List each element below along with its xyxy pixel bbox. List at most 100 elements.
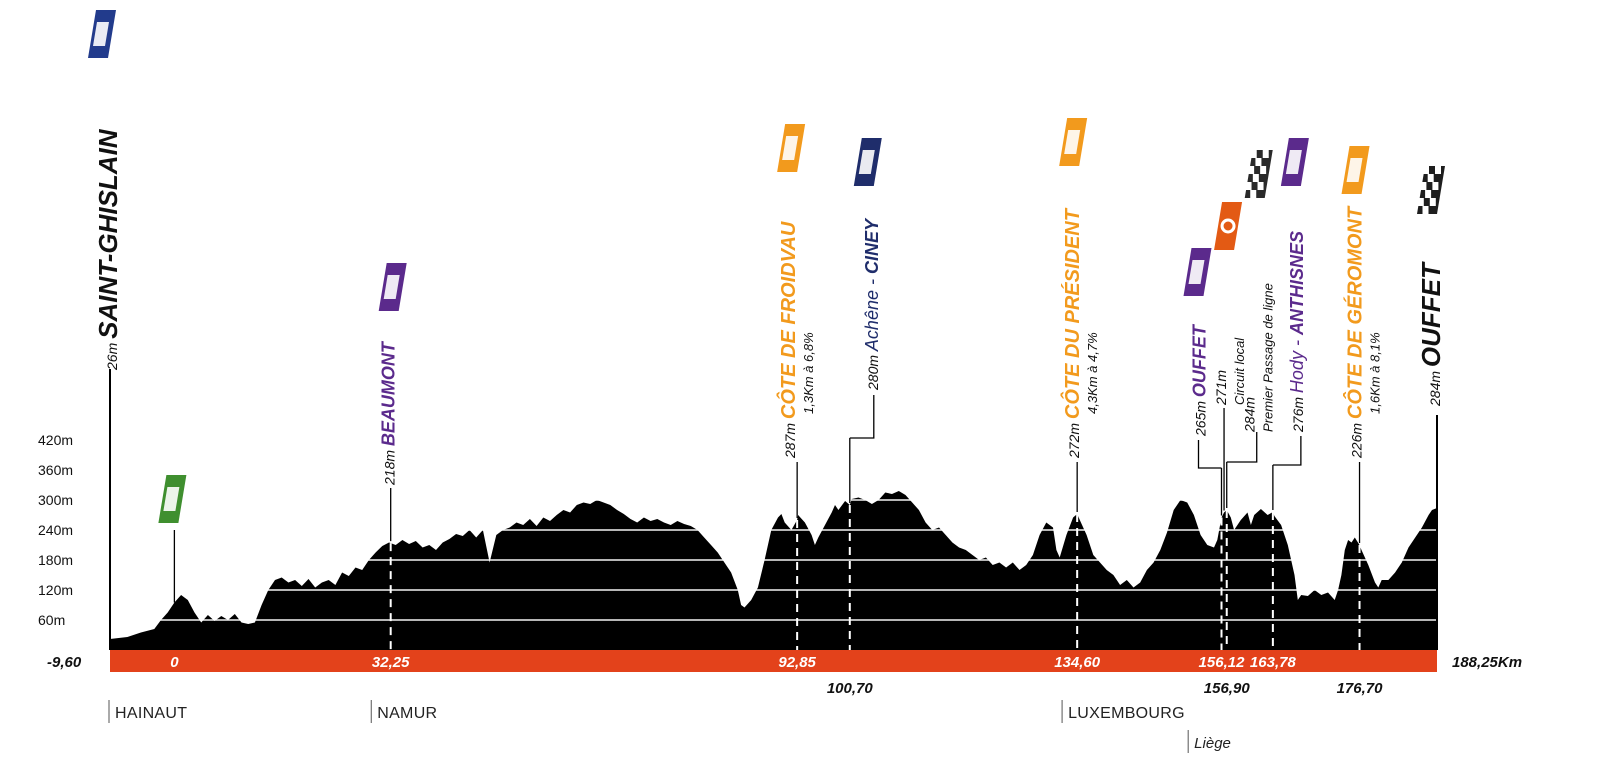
checkered-flag-icon-check bbox=[1260, 166, 1267, 174]
km-marker-label: 92,85 bbox=[778, 654, 816, 671]
circuit-flag-icon bbox=[1214, 202, 1243, 250]
finish-checkered-flag-icon-check bbox=[1425, 190, 1432, 198]
km-marker-label: 176,70 bbox=[1337, 680, 1384, 697]
circuit-label: 271m bbox=[1213, 370, 1229, 406]
km0-flag-icon bbox=[158, 475, 187, 523]
froidvau-sub-part: 1,3Km à 6,8% bbox=[801, 332, 816, 414]
froidvau-sub: 1,3Km à 6,8% bbox=[801, 332, 816, 414]
president-label-part: 272m bbox=[1066, 419, 1082, 459]
sprint-flag-icon-mark bbox=[1285, 150, 1302, 174]
checkered-flag-icon-check bbox=[1250, 150, 1257, 158]
checkered-flag-icon-check bbox=[1245, 182, 1252, 190]
y-tick-label: 420m bbox=[38, 432, 73, 448]
gpm-cat2-flag-icon-mark bbox=[1346, 158, 1363, 182]
y-tick-label: 300m bbox=[38, 492, 73, 508]
anthisnes-label-part: Hody - bbox=[1287, 335, 1307, 393]
froidvau-label-part: CÔTE DE FROIDVAU bbox=[776, 221, 800, 419]
ciney-label-part: CINEY bbox=[862, 217, 882, 274]
gpm-cat2-flag-icon bbox=[777, 124, 806, 172]
region-label: LUXEMBOURG bbox=[1068, 705, 1185, 722]
finish-checkered-flag-icon-check bbox=[1423, 166, 1429, 174]
checkered-flag-icon-check bbox=[1262, 150, 1269, 158]
feed-zone-flag-icon bbox=[853, 138, 882, 186]
geromont-label-part: 226m bbox=[1349, 419, 1365, 459]
finish-checkered-flag-icon-check bbox=[1432, 182, 1439, 190]
anthisnes-label-part: 276m bbox=[1290, 393, 1306, 433]
checkered-flag-icon-check bbox=[1252, 174, 1259, 182]
finish-checkered-flag-icon-check bbox=[1429, 198, 1436, 206]
geromont-label-part: CÔTE DE GÉROMONT bbox=[1343, 205, 1367, 419]
finish-label-part: OUFFET bbox=[1416, 261, 1446, 367]
ciney-label-part: 280m bbox=[865, 351, 881, 391]
line-pass-label-part: 284m bbox=[1242, 397, 1258, 433]
checkered-flag-icon-check bbox=[1255, 158, 1262, 166]
sprint-flag-icon-mark bbox=[1188, 260, 1205, 284]
region-label: Liège bbox=[1194, 735, 1231, 752]
president-sub: 4,3Km à 4,7% bbox=[1085, 332, 1100, 414]
checkered-flag-icon-check bbox=[1257, 182, 1264, 190]
y-tick-label: 240m bbox=[38, 522, 73, 538]
km-marker-label: 156,90 bbox=[1204, 680, 1251, 697]
y-tick-label: 60m bbox=[38, 612, 65, 628]
sprint-flag-icon bbox=[378, 263, 407, 311]
president-label: 272m CÔTE DU PRÉSIDENT bbox=[1060, 207, 1084, 459]
region-label: NAMUR bbox=[377, 705, 437, 722]
ciney-label: 280m Achêne - CINEY bbox=[862, 217, 882, 391]
km-start-label: -9,60 bbox=[47, 654, 82, 671]
sprint-flag-icon bbox=[1183, 248, 1212, 296]
km-bar bbox=[110, 650, 1437, 672]
checkered-flag-icon-check bbox=[1250, 190, 1257, 198]
finish-checkered-flag-icon-check bbox=[1417, 198, 1424, 206]
geromont-sub-part: 1,6Km à 8,1% bbox=[1368, 332, 1383, 414]
checkered-flag-icon bbox=[1244, 150, 1273, 198]
km-marker-label: 156,12 bbox=[1199, 654, 1246, 671]
geromont-sub: 1,6Km à 8,1% bbox=[1368, 332, 1383, 414]
gpm-cat2-flag-icon bbox=[1059, 118, 1088, 166]
froidvau-label: 287m CÔTE DE FROIDVAU bbox=[776, 221, 800, 459]
president-label-part: CÔTE DU PRÉSIDENT bbox=[1060, 207, 1084, 419]
checkered-flag-icon-check bbox=[1248, 166, 1255, 174]
circuit-sub-part: Circuit local bbox=[1232, 337, 1247, 405]
start-flag-icon-mark bbox=[93, 22, 109, 46]
point-leader-elbow bbox=[1226, 432, 1258, 463]
start-label-part: SAINT-GHISLAIN bbox=[93, 128, 123, 339]
start-label-part: 26m bbox=[104, 339, 120, 371]
y-tick-label: 360m bbox=[38, 462, 73, 478]
finish-label-part: 284m bbox=[1427, 367, 1443, 407]
km0-flag-icon-mark bbox=[163, 487, 180, 511]
circuit-sub: Circuit local bbox=[1232, 337, 1247, 405]
start-label: 26m SAINT-GHISLAIN bbox=[93, 128, 123, 371]
finish-checkered-flag-icon-check bbox=[1420, 182, 1427, 190]
beaumont-label-part: 218m bbox=[382, 446, 398, 486]
line-pass-sub: Premier Passage de ligne bbox=[1261, 283, 1276, 432]
km-end-label: 188,25Km bbox=[1452, 654, 1522, 671]
sprint-flag-icon-mark bbox=[383, 275, 400, 299]
y-tick-label: 180m bbox=[38, 552, 73, 568]
circuit-label-part: 271m bbox=[1213, 370, 1229, 406]
president-sub-part: 4,3Km à 4,7% bbox=[1085, 332, 1100, 414]
gpm-cat2-flag-icon-mark bbox=[782, 136, 799, 160]
y-tick-label: 120m bbox=[38, 582, 73, 598]
point-leader-elbow bbox=[849, 395, 875, 439]
point-leader-elbow bbox=[1272, 436, 1302, 466]
geromont-label: 226m CÔTE DE GÉROMONT bbox=[1343, 205, 1367, 459]
ouffet-sprint-label-part: 265m bbox=[1193, 397, 1209, 437]
gpm-cat2-flag-icon-mark bbox=[1064, 130, 1081, 154]
ciney-label-part: Achêne - bbox=[862, 274, 882, 352]
start-flag-icon bbox=[88, 10, 116, 58]
finish-label: 284m OUFFET bbox=[1416, 261, 1446, 407]
finish-checkered-flag-icon-check bbox=[1427, 174, 1434, 182]
anthisnes-label-part: ANTHISNES bbox=[1287, 231, 1307, 336]
anthisnes-label: 276m Hody - ANTHISNES bbox=[1287, 231, 1307, 433]
km-marker-label: 0 bbox=[170, 654, 179, 671]
line-pass-label: 284m bbox=[1242, 397, 1258, 433]
line-pass-sub-part: Premier Passage de ligne bbox=[1261, 283, 1276, 432]
sprint-flag-icon bbox=[1280, 138, 1309, 186]
feed-zone-flag-icon-mark bbox=[858, 150, 875, 174]
circuit-flag-icon-body bbox=[1214, 202, 1243, 250]
point-leader-elbow bbox=[1197, 440, 1222, 469]
finish-checkered-flag-icon-check bbox=[1422, 206, 1429, 214]
km-marker-label: 32,25 bbox=[372, 654, 410, 671]
km-marker-label: 134,60 bbox=[1054, 654, 1101, 671]
